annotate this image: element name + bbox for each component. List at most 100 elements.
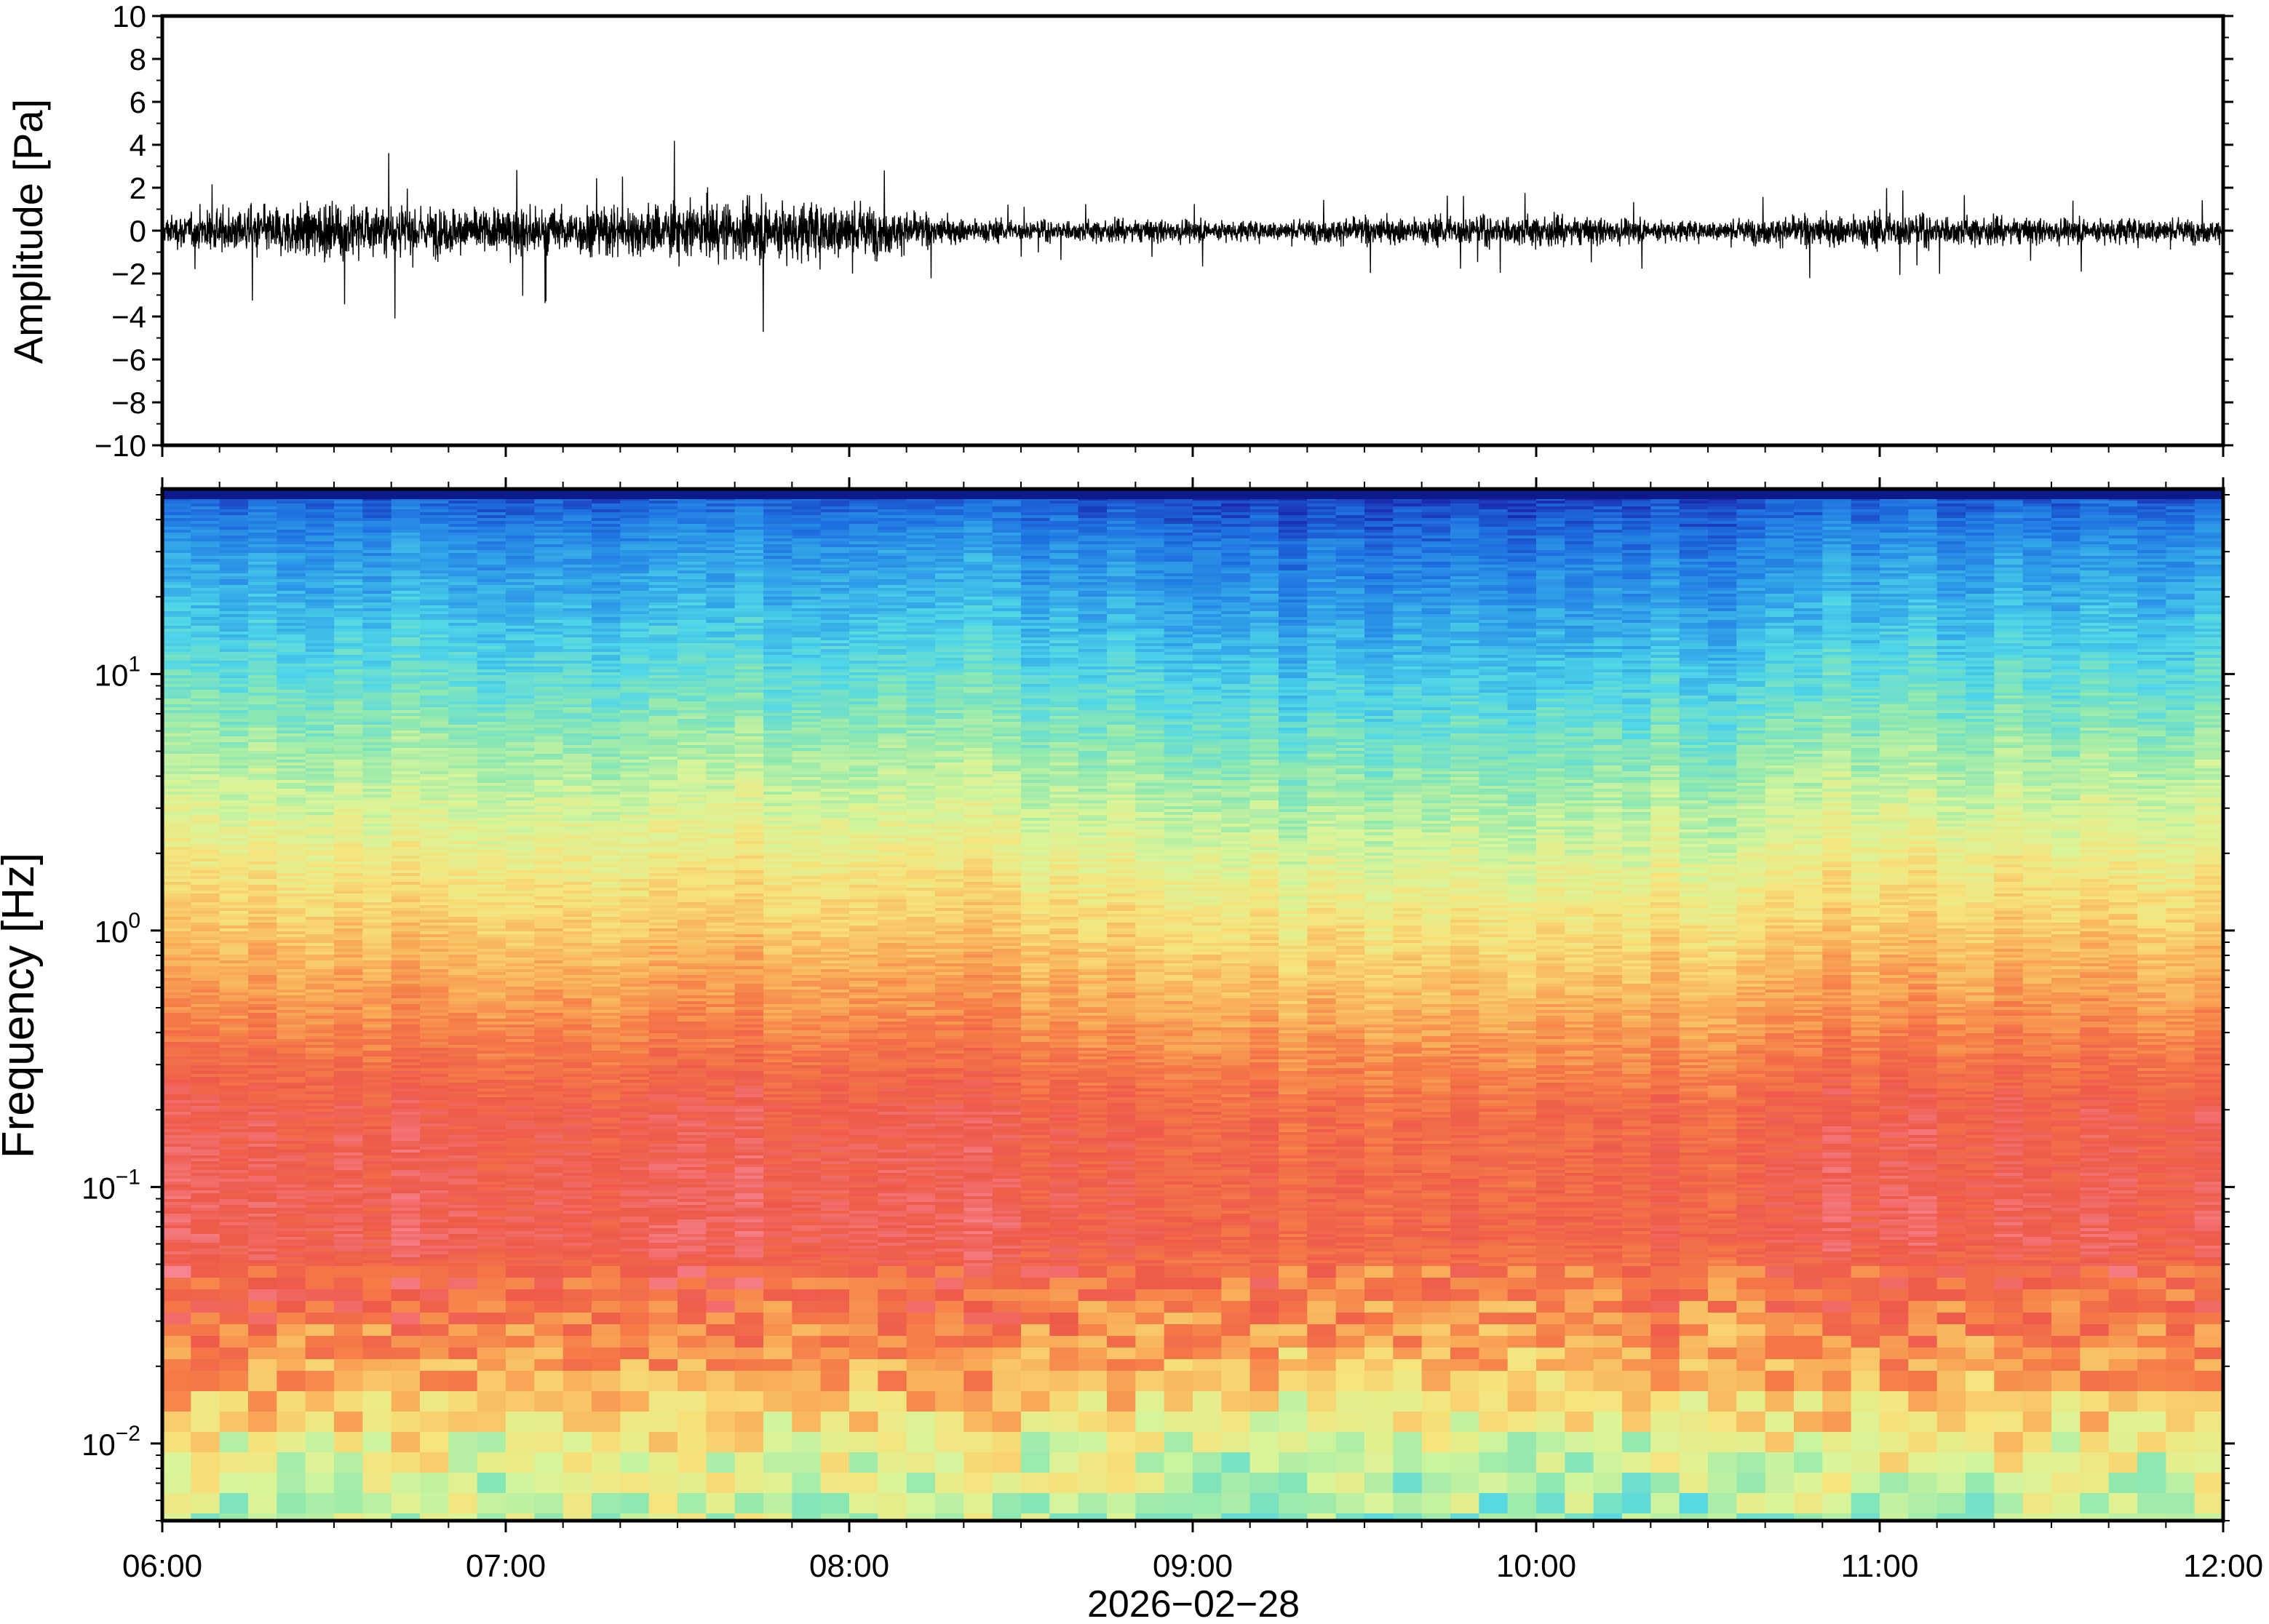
spectrogram-cell (534, 1126, 564, 1130)
spectrogram-cell (334, 588, 363, 592)
spectrogram-cell (506, 1359, 535, 1372)
spectrogram-cell (448, 1059, 478, 1063)
spectrogram-cell (620, 934, 650, 938)
spectrogram-cell (191, 946, 220, 950)
spectrogram-cell (162, 550, 191, 554)
spectrogram-cell (506, 896, 535, 900)
spectrogram-cell (191, 565, 220, 568)
spectrogram-cell (477, 1187, 506, 1191)
spectrogram-cell (620, 966, 650, 970)
spectrogram-cell (191, 503, 220, 507)
spectrogram-cell (219, 1278, 249, 1290)
spectrogram-cell (277, 1187, 306, 1191)
spectrogram-cell (420, 1246, 449, 1249)
spectrogram-cell (162, 661, 191, 664)
spectrogram-cell (277, 1170, 306, 1174)
spectrogram-cell (305, 1109, 335, 1112)
spectrogram-cell (477, 696, 506, 699)
spectrogram-cell (506, 888, 535, 891)
spectrogram-cell (448, 827, 478, 830)
spectrogram-cell (420, 792, 449, 795)
spectrogram-cell (420, 1301, 449, 1313)
spectrogram-cell (448, 1246, 478, 1249)
spectrogram-cell (162, 533, 191, 536)
spectrogram-cell (248, 1359, 277, 1372)
spectrogram-cell (191, 678, 220, 682)
spectrogram-cell (334, 1240, 363, 1243)
spectrogram-cell (506, 1097, 535, 1101)
spectrogram-cell (620, 821, 650, 824)
spectrogram-cell (162, 789, 191, 792)
spectrogram-cell (191, 1336, 220, 1348)
spectrogram-cell (391, 891, 421, 894)
spectrogram-cell (219, 1257, 249, 1261)
spectrogram-cell (648, 681, 678, 685)
spectrogram-cell (334, 1237, 363, 1241)
spectrogram-cell (534, 873, 564, 877)
spectrogram-cell (592, 1473, 621, 1494)
spectrogram-cell (305, 926, 335, 929)
spectrogram-cell (563, 987, 592, 990)
spectrogram-cell (305, 655, 335, 658)
spectrogram-cell (219, 666, 249, 670)
spectrogram-cell (277, 600, 306, 603)
spectrogram-cell (162, 955, 191, 958)
spectrogram-cell (534, 530, 564, 533)
spectrogram-cell (420, 1179, 449, 1182)
spectrogram-cell (620, 899, 650, 903)
spectrogram-cell (592, 556, 621, 560)
spectrogram-cell (248, 969, 277, 973)
spectrogram-cell (448, 995, 478, 999)
spectrogram-cell (648, 629, 678, 632)
spectrogram-cell (563, 1013, 592, 1016)
spectrogram-cell (648, 698, 678, 702)
spectrogram-cell (248, 1234, 277, 1238)
spectrogram-cell (219, 550, 249, 554)
spectrogram-cell (162, 1208, 191, 1211)
spectrogram-cell (506, 937, 535, 941)
spectrogram-cell (448, 1208, 478, 1211)
spectrogram-cell (191, 844, 220, 848)
spectrogram-cell (477, 1266, 506, 1278)
spectrogram-cell (277, 832, 306, 836)
spectrogram-cell (305, 1123, 335, 1127)
spectrogram-cell (391, 1167, 421, 1171)
spectrogram-cell (362, 943, 392, 947)
spectrogram-cell (391, 509, 421, 513)
spectrogram-cell (248, 707, 277, 711)
spectrogram-cell (277, 847, 306, 851)
spectrogram-cell (248, 1094, 277, 1098)
spectrogram-cell (592, 594, 621, 597)
spectrogram-cell (248, 768, 277, 772)
spectrogram-cell (219, 1176, 249, 1179)
spectrogram-cell (191, 1222, 220, 1226)
spectrogram-cell (477, 893, 506, 897)
spectrogram-cell (162, 1121, 191, 1124)
spectrogram-cell (648, 512, 678, 516)
spectrogram-cell (563, 1452, 592, 1473)
spectrogram-cell (362, 1141, 392, 1145)
spectrogram-cell (162, 733, 191, 737)
spectrogram-cell (191, 1473, 220, 1494)
spectrogram-cell (448, 1278, 478, 1290)
spectrogram-cell (592, 1065, 621, 1069)
spectrogram-cell (563, 594, 592, 597)
spectrogram-cell (391, 1513, 421, 1521)
spectrogram-cell (305, 975, 335, 979)
spectrogram-cell (563, 1097, 592, 1101)
spectrogram-cell (362, 1103, 392, 1107)
spectrogram-cell (219, 827, 249, 830)
spectrogram-cell (391, 594, 421, 597)
spectrogram-cell (219, 1045, 249, 1048)
spectrogram-cell (277, 1228, 306, 1232)
spectrogram-cell (334, 981, 363, 984)
spectrogram-cell (477, 963, 506, 967)
spectrogram-cell (648, 585, 678, 589)
spectrogram-cell (334, 1022, 363, 1025)
spectrogram-cell (277, 786, 306, 789)
spectrogram-cell (334, 742, 363, 746)
spectrogram-cell (506, 1208, 535, 1211)
spectrogram-cell (620, 710, 650, 714)
spectrogram-cell (334, 1129, 363, 1133)
spectrogram-cell (477, 1150, 506, 1153)
